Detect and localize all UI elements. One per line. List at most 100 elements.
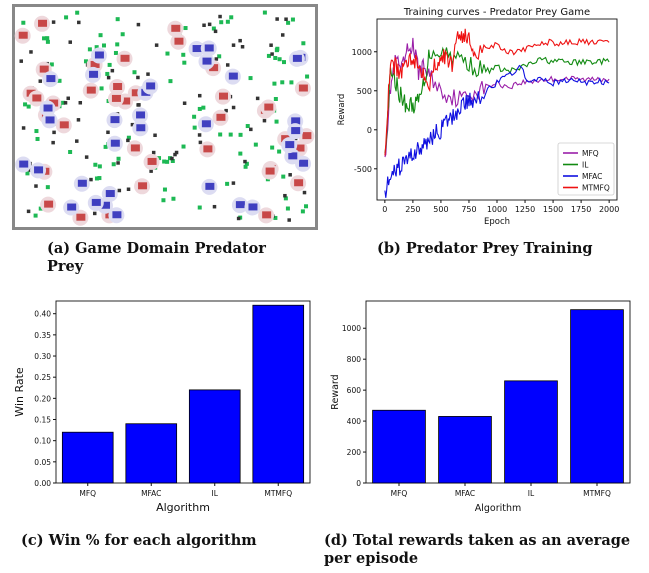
obstacle-cell [34,184,38,188]
food-cell [101,43,106,48]
obstacle-cell [77,20,81,25]
y-tick-label: 0.00 [34,479,51,488]
food-cell [64,15,69,20]
prey-agent [205,182,215,190]
food-cell [304,204,309,209]
prey-agent [112,211,122,219]
training-curves-chart: Training curves - Predator Prey Game 0 250… [337,7,619,227]
prey-agent [291,117,301,125]
obstacle-cell [151,150,156,155]
food-cell [68,149,73,154]
food-cell [115,17,120,22]
obstacle-cell [283,193,287,198]
food-cell [245,124,250,129]
x-axis-label: Algorithm [475,503,522,514]
obstacle-cell [198,140,203,145]
prey-agent [285,141,295,149]
x-tick-label: 1750 [571,205,591,214]
x-tick-label: IL [212,489,219,498]
legend-box [557,142,615,196]
food-cell [277,57,282,62]
y-axis-label: Win Rate [13,367,26,417]
predator-agent [262,211,272,219]
food-cell [281,174,286,179]
food-cell [281,60,286,65]
food-cell [61,100,66,105]
obstacle-cell [126,138,130,143]
y-tick-label: 500 [357,87,372,96]
food-cell [286,20,291,25]
x-tick-label: MFAC [455,489,475,498]
prey-agent [89,70,99,78]
food-cell [277,149,282,154]
food-cell [182,60,187,65]
prey-agent [202,57,212,65]
obstacle-cell [149,169,153,173]
predator-agent [90,60,100,68]
obstacle-cell [84,155,89,159]
food-cell [192,125,197,130]
bar-mfac [125,423,178,484]
series-line-mtmfq [384,28,610,156]
predator-agent [121,97,131,105]
y-tick-label: 0.15 [34,416,51,425]
predator-agent [38,19,48,27]
food-cell [253,142,258,147]
food-cell [273,55,278,60]
obstacle-cell [137,103,141,107]
predator-agent [295,144,305,152]
predator-agent [138,182,148,190]
food-cell [132,70,137,75]
obstacle-cell [29,50,33,54]
food-cell [75,10,80,15]
caption-b: (b) Predator Prey Training [377,240,593,257]
food-cell [162,159,167,164]
x-tick-label: 500 [433,205,448,214]
obstacle-cell [218,14,222,19]
food-cell [157,156,162,161]
food-cell [211,26,216,31]
food-cell [273,96,278,101]
food-cell [170,158,175,163]
prey-agent [248,203,258,211]
obstacle-cell [174,150,179,155]
bar-mfac [438,416,492,484]
plot-frame [365,300,631,484]
prey-agent [19,160,29,168]
obstacle-cell [51,20,56,24]
prey-agent [100,201,110,209]
prey-agent [192,45,202,53]
obstacle-cell [106,130,110,135]
obstacle-cell [154,43,159,47]
food-cell [181,144,186,149]
obstacle-cell [280,33,285,37]
caption-d: (d) Total rewards taken as an average pe… [324,532,631,567]
prey-agent [204,44,214,52]
caption-c: (c) Win % for each algorithm [21,532,257,549]
food-cell [238,151,243,156]
obstacle-cell [225,63,230,67]
food-cell [183,26,188,31]
obstacle-cell [110,68,115,73]
food-cell [305,74,310,79]
food-cell [280,80,285,85]
food-cell [87,47,92,52]
x-tick-label: 250 [405,205,420,214]
x-tick-label: 750 [461,205,476,214]
food-cell [248,76,253,81]
x-tick-label: MFQ [391,489,408,498]
food-cell [162,187,167,192]
predator-agent [265,167,275,175]
predator-agent [218,92,228,100]
food-cell [111,162,116,167]
obstacle-cell [130,122,135,127]
win-rate-panel: 0.00 0.05 0.10 0.15 0.20 0.25 0.30 0.35 0.40 MFQ M… [8,295,318,525]
food-cell [107,62,112,67]
food-cell [23,102,28,107]
y-tick-label: 0.20 [34,394,51,403]
food-cell [113,50,118,55]
food-cell [98,33,103,38]
food-cell [283,196,288,201]
food-cell [49,62,54,67]
game-domain-panel [12,4,318,230]
